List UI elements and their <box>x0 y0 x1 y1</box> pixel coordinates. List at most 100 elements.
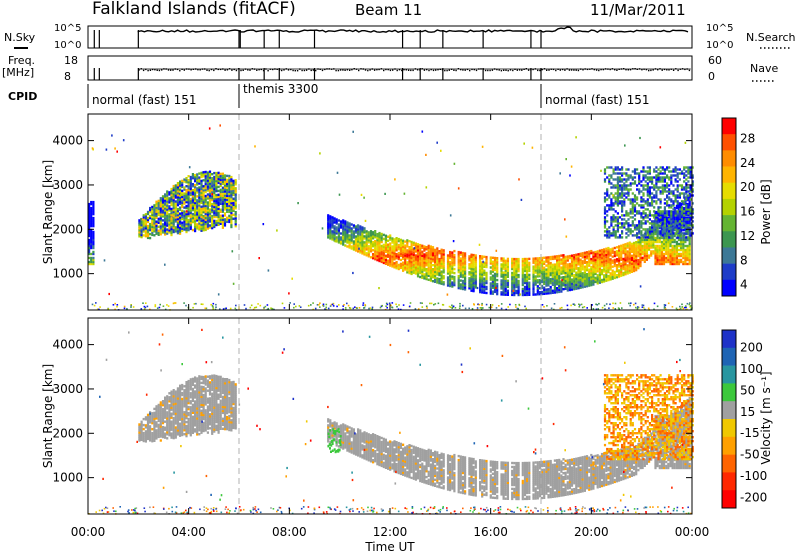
echo-cell <box>588 282 591 285</box>
echo-cell <box>583 275 586 278</box>
echo-cell <box>389 250 392 253</box>
echo-cell <box>221 194 224 197</box>
echo-cell <box>481 285 484 288</box>
echo-cell <box>504 291 507 294</box>
echo-cell <box>603 268 606 271</box>
echo-cell <box>638 230 641 233</box>
echo-cell <box>179 212 182 215</box>
echo-cell <box>526 293 529 297</box>
echo-cell <box>491 284 494 287</box>
echo-cell <box>489 260 492 263</box>
echo-cell <box>416 249 420 252</box>
echo-cell <box>641 244 644 248</box>
echo-cell <box>88 212 91 216</box>
echo-cell <box>140 224 143 227</box>
echo-cell <box>357 236 360 239</box>
echo-cell <box>138 229 141 232</box>
echo-cell <box>628 241 631 244</box>
echo-cell <box>668 176 671 179</box>
echo-cell <box>628 245 631 248</box>
echo-cell <box>395 261 398 264</box>
echo-cell <box>204 212 207 216</box>
echo-cell <box>208 172 212 175</box>
echo-cell <box>612 202 615 205</box>
echo-cell <box>436 281 439 284</box>
echo-cell <box>468 285 471 288</box>
echo-cell <box>393 250 396 253</box>
echo-cell <box>389 236 392 239</box>
echo-cell <box>359 251 362 254</box>
noise-dot <box>478 303 481 306</box>
echo-cell <box>164 197 167 200</box>
echo-cell <box>427 258 430 262</box>
echo-cell <box>638 236 641 239</box>
echo-cell <box>429 251 432 254</box>
echo-cell <box>489 276 492 279</box>
echo-cell <box>142 226 145 229</box>
echo-cell <box>335 230 338 233</box>
echo-cell <box>528 281 531 284</box>
echo-cell <box>639 244 642 248</box>
echo-cell <box>232 183 235 187</box>
echo-cell <box>689 206 692 209</box>
echo-cell <box>646 200 649 203</box>
echo-cell <box>213 195 216 199</box>
freq-point <box>498 69 500 71</box>
echo-cell <box>500 271 503 274</box>
echo-cell <box>610 192 613 195</box>
echo-cell <box>558 282 561 286</box>
echo-cell <box>611 259 614 262</box>
echo-cell <box>660 250 663 254</box>
echo-cell <box>211 181 214 184</box>
echo-cell <box>608 194 611 197</box>
echo-cell <box>350 237 353 240</box>
echo-cell <box>228 180 231 184</box>
echo-cell <box>666 196 669 199</box>
echo-cell <box>406 251 409 254</box>
echo-cell <box>149 206 152 210</box>
echo-cell <box>651 236 654 239</box>
echo-cell <box>678 202 681 205</box>
echo-cell <box>230 181 233 185</box>
echo-cell <box>157 233 160 236</box>
echo-cell <box>686 220 689 224</box>
echo-cell <box>564 287 567 290</box>
echo-cell <box>489 272 492 275</box>
echo-cell <box>526 261 529 265</box>
echo-cell <box>427 254 430 258</box>
echo-cell <box>431 264 435 267</box>
echo-cell <box>506 273 509 276</box>
echo-cell <box>226 210 229 213</box>
echo-cell <box>646 214 649 217</box>
echo-cell <box>598 251 601 254</box>
echo-cell <box>594 266 597 270</box>
echo-cell <box>198 196 201 199</box>
echo-cell <box>164 205 167 208</box>
echo-cell <box>337 239 340 242</box>
echo-cell <box>365 248 368 251</box>
echo-cell <box>219 176 222 180</box>
echo-cell <box>397 263 400 267</box>
echo-cell <box>523 269 527 273</box>
echo-cell <box>423 259 426 262</box>
echo-cell <box>653 224 656 227</box>
echo-cell <box>608 226 611 229</box>
echo-cell <box>459 261 462 264</box>
echo-cell <box>674 222 677 225</box>
noise-dot <box>614 308 617 310</box>
echo-cell <box>621 206 624 209</box>
echo-cell <box>202 207 205 210</box>
echo-cell <box>657 178 660 181</box>
echo-cell <box>603 220 607 223</box>
echo-cell <box>92 204 95 208</box>
echo-cell <box>419 269 422 273</box>
echo-cell <box>606 234 609 237</box>
noise-dot <box>96 308 99 310</box>
echo-cell <box>684 256 687 260</box>
echo-cell <box>665 258 668 262</box>
echo-cell <box>457 256 460 260</box>
echo-cell <box>183 180 186 183</box>
echo-cell <box>625 174 628 177</box>
echo-cell <box>603 172 607 175</box>
echo-cell <box>680 170 684 173</box>
